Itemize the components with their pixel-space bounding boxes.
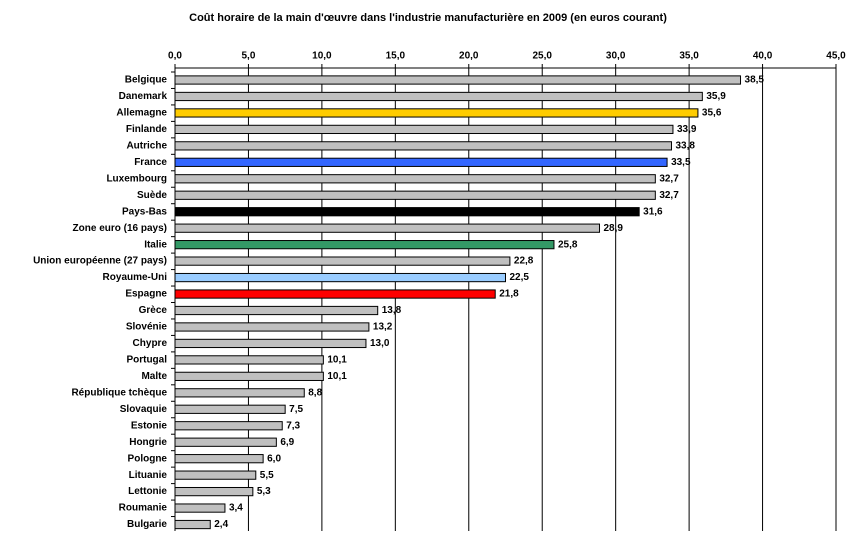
bar [174,421,283,431]
bar [174,223,601,233]
y-tick-label: Estonie [131,420,168,431]
value-label: 28,9 [604,223,624,234]
value-label: 5,3 [257,486,271,497]
y-tick-label: Chypre [133,338,168,349]
value-label: 33,9 [677,124,697,135]
y-tick-label: Slovénie [126,322,168,333]
y-tick-label: Pays-Bas [122,206,167,217]
bar [174,256,511,266]
bar [174,388,305,398]
bar [174,75,742,85]
y-tick-label: Pologne [128,453,168,464]
bar [174,141,672,151]
y-tick-label: Lituanie [129,470,168,481]
bar [174,91,703,102]
value-label: 32,7 [659,173,679,184]
bar [174,174,656,184]
x-tick-label: 20,0 [459,51,479,62]
y-tick-label: Italie [144,239,167,250]
y-tick-label: Slovaquie [120,404,168,415]
value-label: 13,0 [370,338,390,349]
y-tick-label: Luxembourg [106,173,167,184]
x-tick-label: 40,0 [753,51,773,62]
value-label: 7,3 [286,420,300,431]
bar [174,305,379,316]
bar [174,272,506,283]
y-tick-label: Lettonie [128,486,167,497]
value-label: 22,8 [514,256,534,267]
x-tick-label: 25,0 [532,51,552,62]
value-label: 35,6 [702,108,722,119]
bar [174,470,257,480]
y-tick-label: France [134,157,167,168]
value-label: 2,4 [214,519,228,530]
value-label: 13,8 [382,305,402,316]
y-tick-label: République tchèque [71,387,167,398]
y-tick-label: Autriche [126,140,167,151]
value-label: 5,5 [260,470,274,481]
bar [174,355,324,365]
y-tick-label: Union européenne (27 pays) [33,256,167,267]
bar [174,190,656,200]
y-tick-label: Finlande [126,124,168,135]
value-label: 7,5 [289,404,303,415]
bar [174,240,555,250]
y-tick-label: Allemagne [116,108,167,119]
value-label: 25,8 [558,239,578,250]
bar [174,437,277,447]
value-label: 33,8 [675,140,695,151]
value-label: 13,2 [373,322,393,333]
bar [174,322,370,332]
y-tick-label: Royaume-Uni [103,272,168,283]
value-label: 33,5 [671,157,691,168]
value-label: 35,9 [706,91,726,102]
bar [174,371,324,381]
y-tick-label: Zone euro (16 pays) [73,223,167,234]
y-tick-label: Bulgarie [127,519,167,530]
chart-title: Coût horaire de la main d'œuvre dans l'i… [189,12,667,24]
y-tick-label: Portugal [126,355,167,366]
x-tick-label: 0,0 [168,51,182,62]
value-label: 8,8 [308,387,322,398]
bar [174,289,496,299]
y-tick-label: Danemark [119,91,168,102]
x-tick-label: 45,0 [826,51,846,62]
y-tick-label: Hongrie [129,437,167,448]
value-label: 3,4 [229,503,243,514]
x-tick-label: 30,0 [606,51,626,62]
bar [174,124,674,135]
x-tick-label: 10,0 [312,51,332,62]
value-label: 10,1 [327,371,347,382]
y-tick-label: Suède [137,190,167,201]
y-tick-label: Espagne [125,289,167,300]
x-tick-label: 5,0 [241,51,255,62]
bar [174,486,254,497]
y-tick-label: Grèce [139,305,168,316]
bar [174,519,211,530]
x-tick-label: 35,0 [679,51,699,62]
bar [174,338,367,349]
value-label: 21,8 [499,289,519,300]
bar [174,503,226,513]
x-tick-label: 15,0 [386,51,406,62]
value-label: 38,5 [745,75,765,86]
bar [174,157,668,167]
value-label: 22,5 [510,272,530,283]
bar [174,454,264,464]
value-label: 10,1 [327,355,347,366]
bar [174,207,640,217]
bar [174,404,286,414]
value-label: 6,9 [280,437,294,448]
value-label: 31,6 [643,206,663,217]
value-label: 32,7 [659,190,679,201]
y-tick-label: Belgique [125,75,168,86]
y-tick-label: Malte [141,371,167,382]
bar [174,108,699,118]
y-tick-label: Roumanie [119,503,168,514]
value-label: 6,0 [267,453,281,464]
